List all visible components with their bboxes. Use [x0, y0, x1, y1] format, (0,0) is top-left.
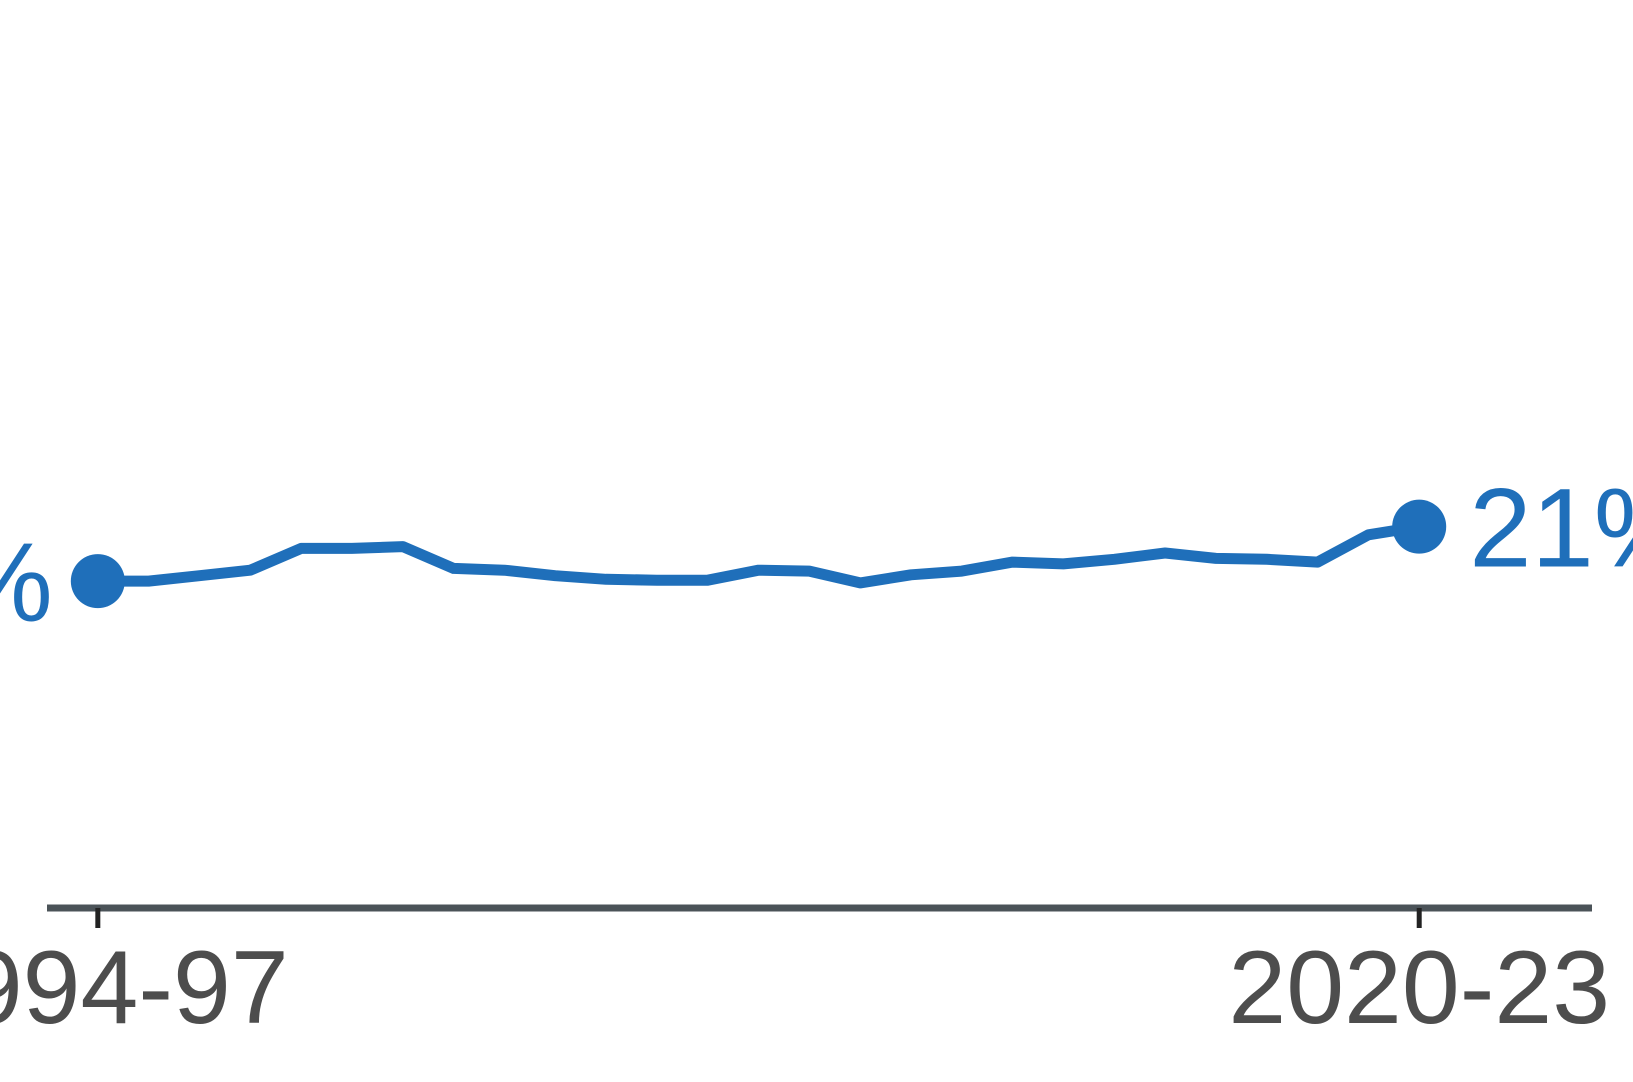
x-axis-ticks: 1994-97 2020-23: [0, 908, 1610, 1046]
end-value-label: 21%: [1469, 466, 1633, 591]
x-tick-label: 2020-23: [1228, 930, 1610, 1046]
start-point: [70, 554, 125, 609]
x-tick-label: 1994-97: [0, 930, 289, 1046]
series-line: [92, 521, 1425, 589]
start-value-label: 18%: [0, 520, 53, 645]
end-point: [1392, 499, 1447, 554]
